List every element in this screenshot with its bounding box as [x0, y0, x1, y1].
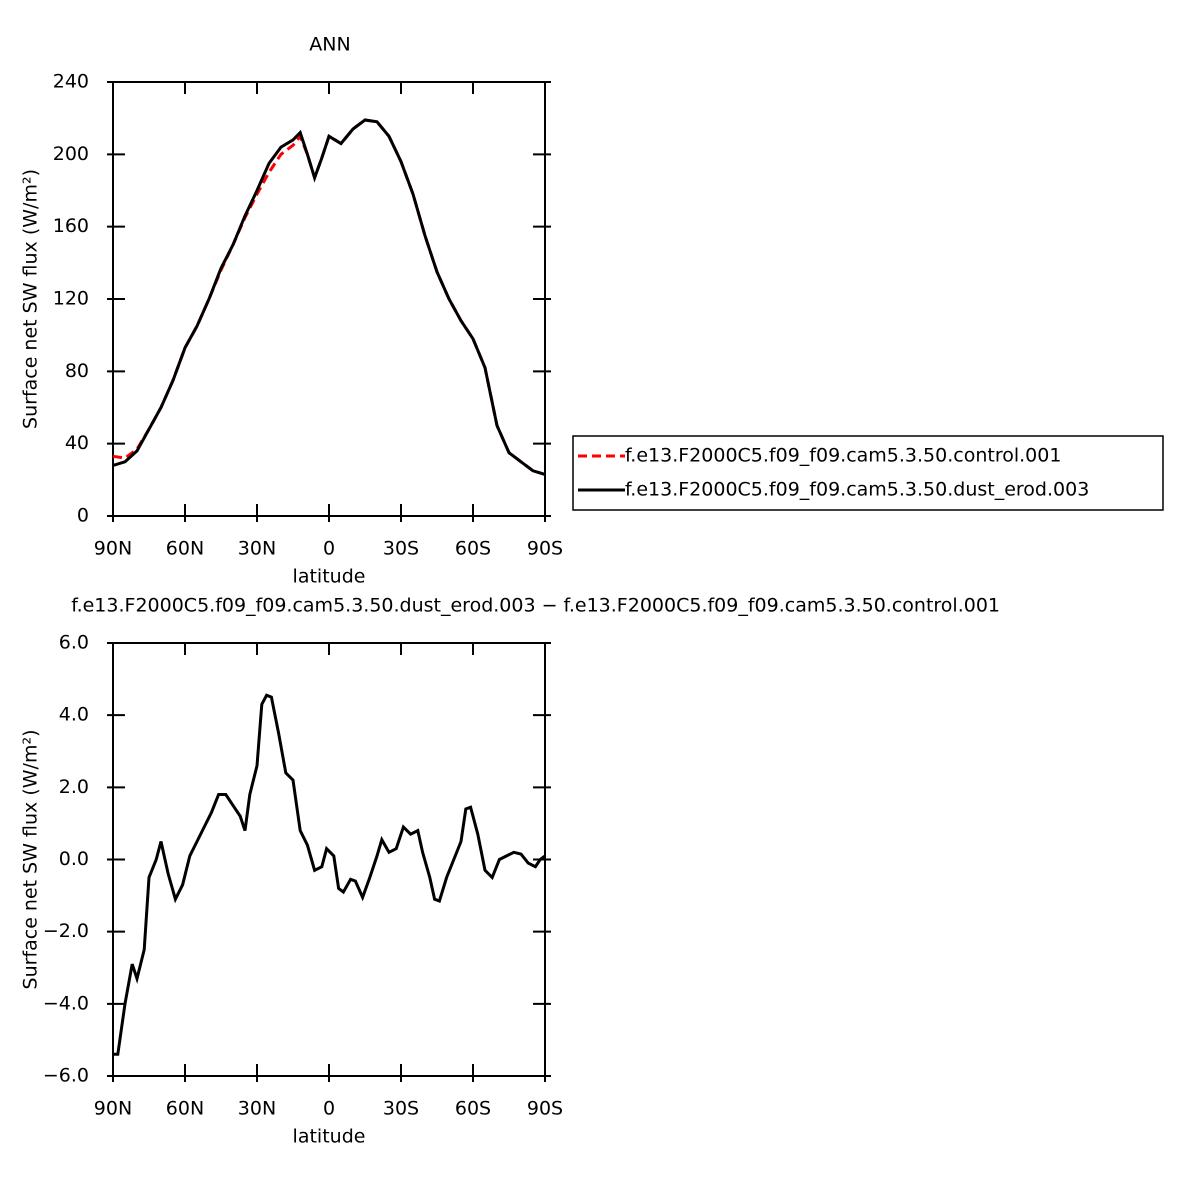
x-axis-label: latitude: [293, 1126, 366, 1148]
y-axis-label: Surface net SW flux (W/m²): [20, 169, 42, 429]
y-tick-label: 6.0: [59, 632, 89, 654]
x-tick-label: 30N: [238, 538, 276, 560]
x-tick-label: 60N: [166, 538, 204, 560]
x-tick-label: 60N: [166, 1098, 204, 1120]
y-axis-label: Surface net SW flux (W/m²): [20, 730, 42, 990]
y-tick-label: 160: [53, 215, 89, 237]
x-axis-label: latitude: [293, 566, 366, 588]
legend-label: f.e13.F2000C5.f09_f09.cam5.3.50.control.…: [625, 445, 1061, 467]
data-line: [112, 118, 546, 476]
x-tick-label: 30N: [238, 1098, 276, 1120]
data-line: [112, 118, 546, 476]
y-tick-label: 240: [53, 71, 89, 93]
y-tick-label: 0.0: [59, 848, 89, 870]
legend-label: f.e13.F2000C5.f09_f09.cam5.3.50.dust_ero…: [625, 479, 1089, 501]
y-tick-label: 4.0: [59, 704, 89, 726]
x-tick-label: 30S: [383, 1098, 419, 1120]
x-tick-label: 90S: [527, 1098, 563, 1120]
x-tick-label: 60S: [455, 538, 491, 560]
chart-title: f.e13.F2000C5.f09_f09.cam5.3.50.dust_ero…: [71, 595, 1000, 617]
x-tick-label: 60S: [455, 1098, 491, 1120]
y-tick-label: 80: [65, 360, 89, 382]
x-tick-label: 0: [323, 538, 335, 560]
legend-box: [572, 435, 1164, 511]
y-tick-label: −6.0: [43, 1065, 89, 1087]
y-tick-label: 2.0: [59, 776, 89, 798]
x-tick-label: 90N: [94, 1098, 132, 1120]
y-tick-label: −4.0: [43, 992, 89, 1014]
x-tick-label: 90N: [94, 538, 132, 560]
y-tick-label: 40: [65, 432, 89, 454]
y-tick-label: 200: [53, 143, 89, 165]
y-tick-label: −2.0: [43, 920, 89, 942]
x-tick-label: 30S: [383, 538, 419, 560]
plot-frame: [112, 81, 546, 517]
x-tick-label: 0: [323, 1098, 335, 1120]
x-tick-label: 90S: [527, 538, 563, 560]
plot-frame: [112, 642, 546, 1077]
data-line: [113, 693, 546, 1056]
chart-title: ANN: [309, 34, 350, 56]
y-tick-label: 0: [77, 505, 89, 527]
y-tick-label: 120: [53, 288, 89, 310]
